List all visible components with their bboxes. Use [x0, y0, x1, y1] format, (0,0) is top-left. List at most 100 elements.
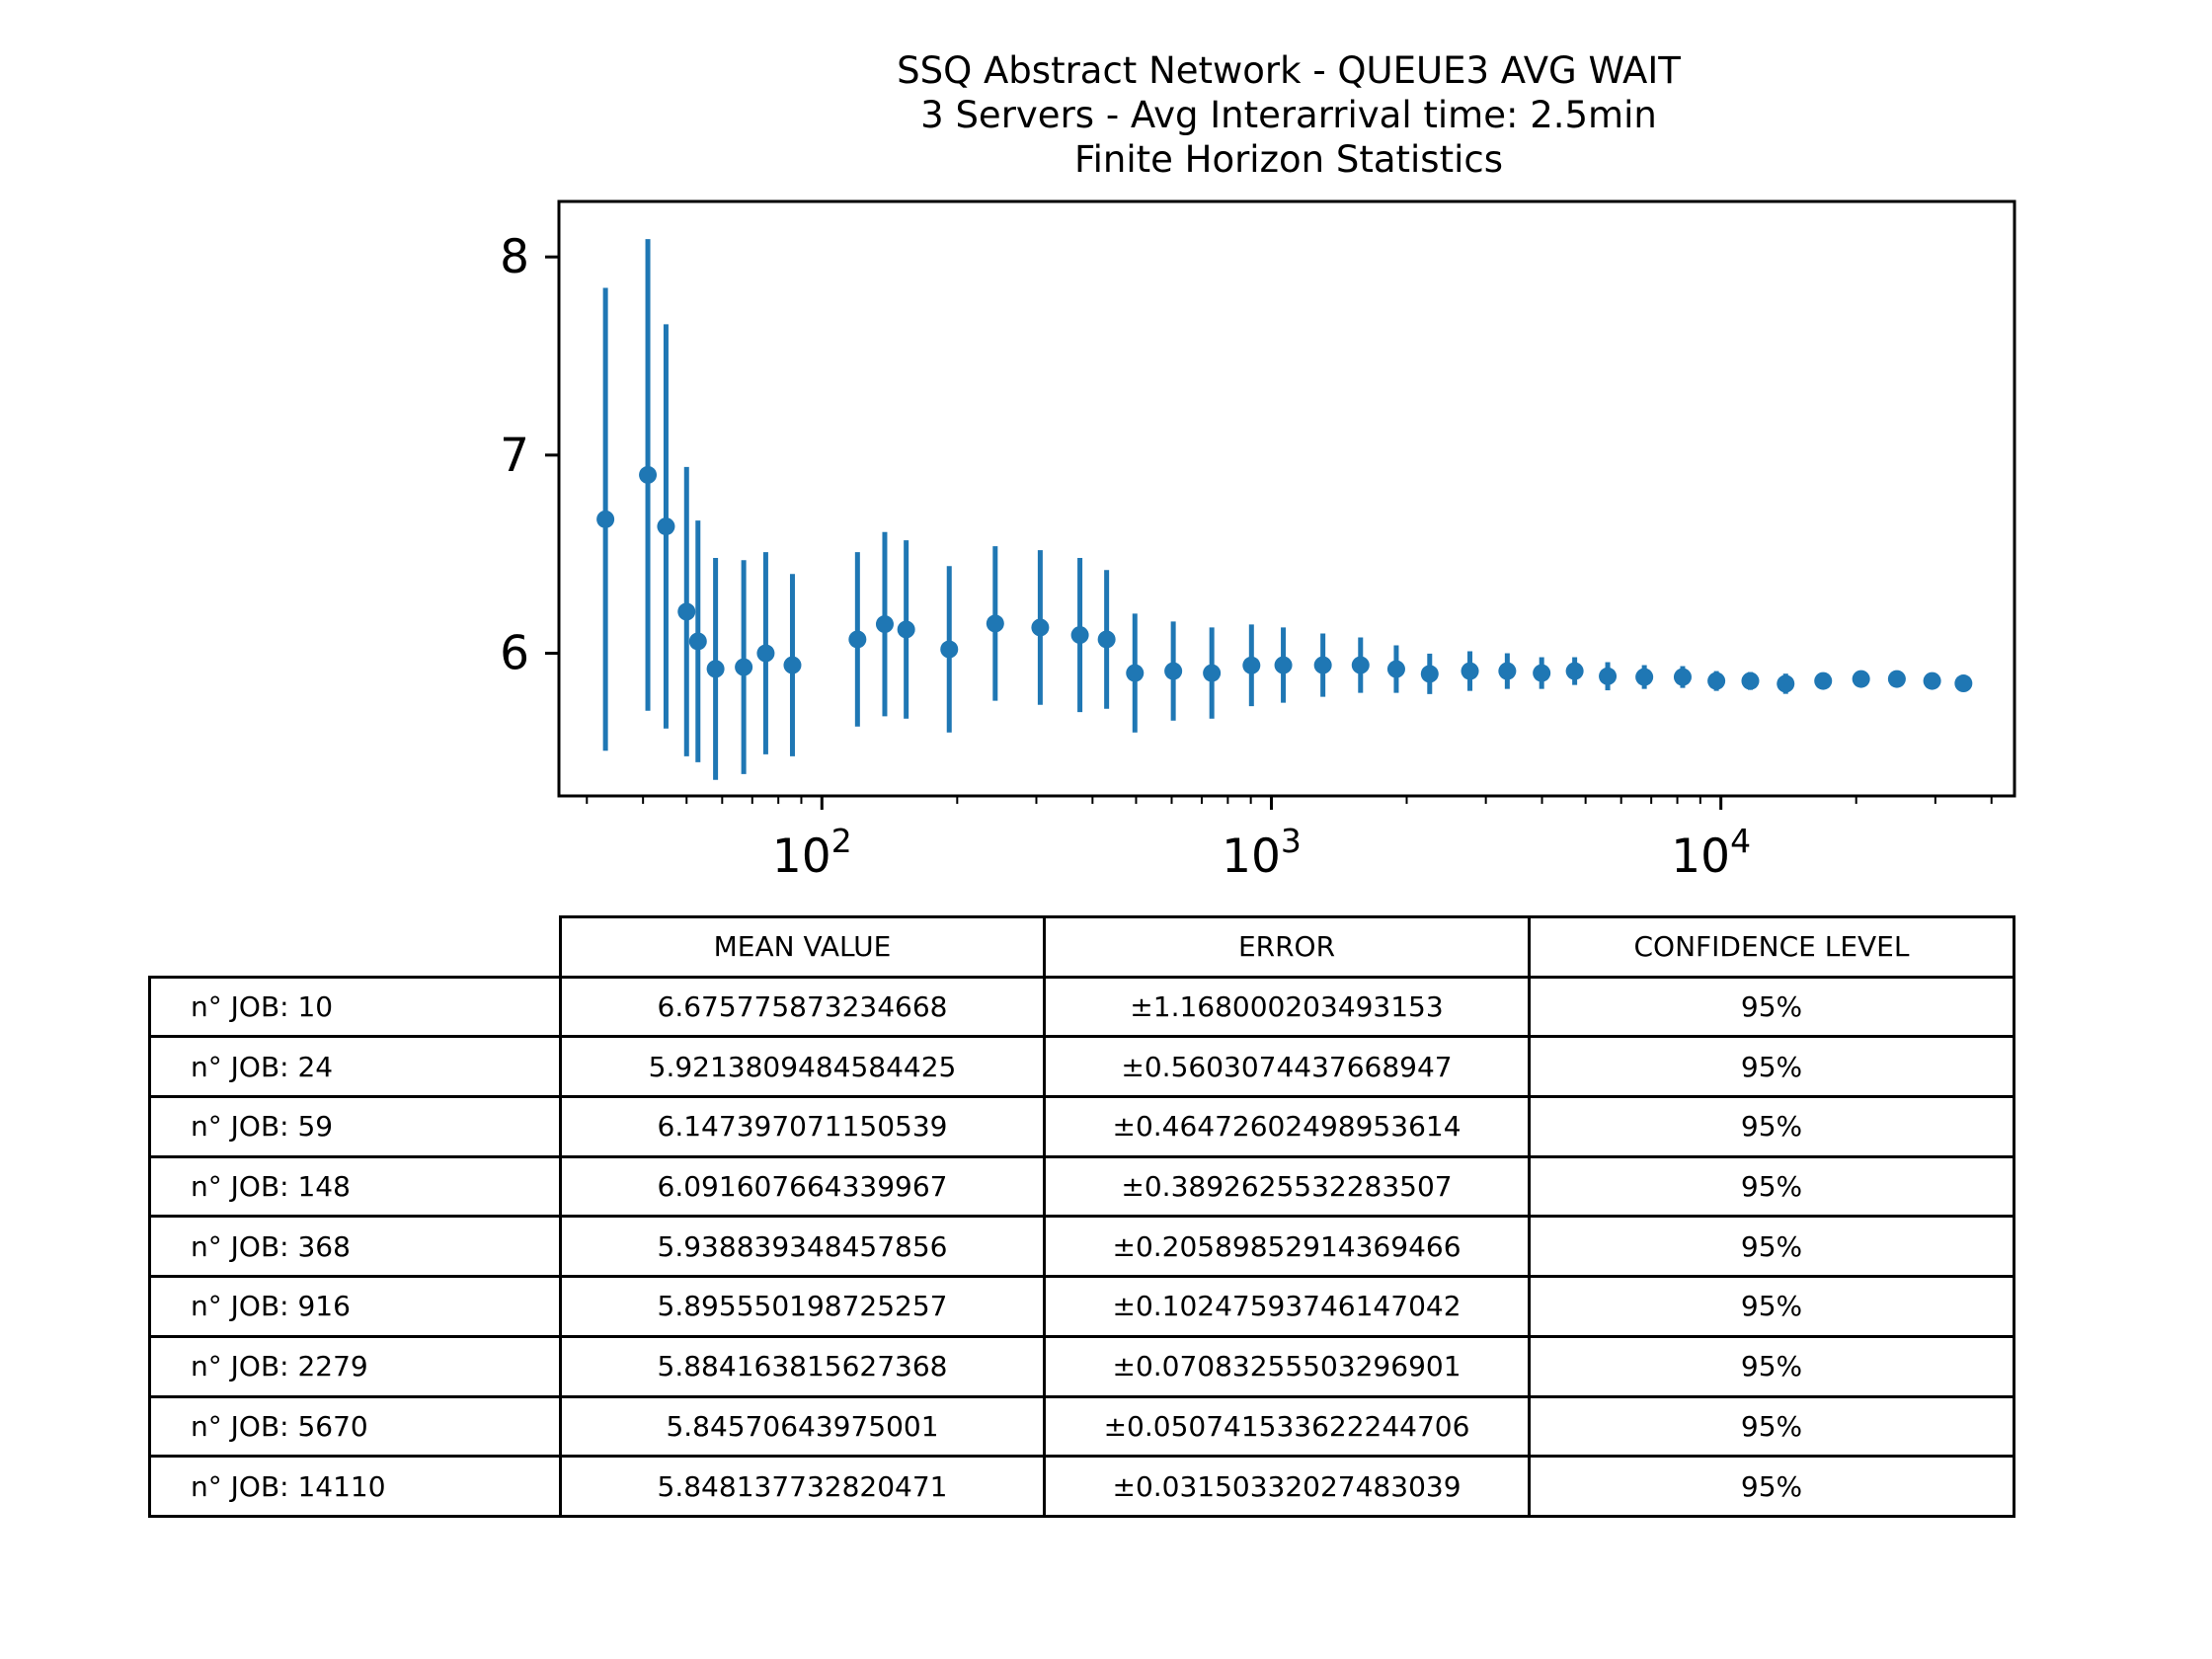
data-point — [735, 560, 753, 774]
mean-value-cell: 6.147397071150539 — [559, 1095, 1046, 1158]
data-point — [1707, 671, 1726, 691]
mean-marker — [1070, 626, 1089, 645]
mean-value-cell: 6.091607664339967 — [559, 1154, 1046, 1219]
confidence-level-cell: 95% — [1528, 975, 2015, 1039]
table-row: n° JOB: 916 5.895550198725257 ±0.102475937… — [148, 1275, 2015, 1338]
error-cell: ±0.10247593746147042 — [1043, 1275, 1531, 1338]
mean-value-cell: 5.848137732820471 — [559, 1455, 1046, 1518]
table-header-row: MEAN VALUE ERROR CONFIDENCE LEVEL — [150, 915, 2015, 979]
mean-marker — [940, 640, 959, 659]
error-cell: ±1.168000203493153 — [1043, 975, 1531, 1039]
data-point — [756, 552, 775, 754]
y-tick-label: 7 — [500, 429, 529, 483]
data-point — [1635, 665, 1654, 689]
data-point — [1351, 637, 1370, 693]
data-point — [1887, 670, 1906, 688]
confidence-level-cell: 95% — [1528, 1035, 2015, 1099]
error-cell: ±0.07083255503296901 — [1043, 1334, 1531, 1398]
mean-marker — [1242, 656, 1261, 674]
data-point — [1097, 570, 1116, 709]
error-cell: ±0.3892625532283507 — [1043, 1154, 1531, 1219]
data-point — [1673, 666, 1692, 688]
mean-marker — [1887, 670, 1906, 688]
data-point — [1461, 651, 1479, 691]
mean-marker — [1635, 668, 1654, 686]
mean-marker — [848, 630, 867, 649]
data-point — [783, 574, 802, 756]
mean-marker — [897, 620, 915, 639]
row-label-cell: n° JOB: 5670 — [148, 1394, 562, 1459]
x-tick-label: 104 — [1671, 822, 1751, 884]
x-tick-label: 102 — [772, 822, 852, 884]
mean-value-cell: 6.675775873234668 — [559, 975, 1046, 1039]
mean-marker — [1673, 668, 1692, 686]
data-point — [1814, 672, 1833, 690]
mean-marker — [1031, 618, 1050, 637]
data-point — [986, 546, 1004, 701]
mean-marker — [1923, 672, 1941, 690]
mean-marker — [783, 656, 802, 674]
confidence-level-cell: 95% — [1528, 1334, 2015, 1398]
mean-marker — [1274, 656, 1293, 674]
error-cell: ±0.20589852914369466 — [1043, 1215, 1531, 1279]
mean-marker — [735, 658, 753, 676]
row-label-cell: n° JOB: 2279 — [148, 1334, 562, 1398]
table-row: n° JOB: 59 6.147397071150539 ±0.4647260249… — [148, 1095, 2015, 1158]
data-point — [657, 324, 675, 729]
table-row: n° JOB: 368 5.938839348457856 ±0.205898529… — [148, 1215, 2015, 1279]
mean-marker — [1203, 664, 1222, 682]
mean-value-cell: 5.938839348457856 — [559, 1215, 1046, 1279]
data-point — [1565, 657, 1584, 685]
chart-title: SSQ Abstract Network - QUEUE3 AVG WAIT 3… — [897, 49, 1681, 181]
data-point — [677, 466, 696, 756]
row-label-cell: n° JOB: 916 — [148, 1275, 562, 1338]
data-point — [1498, 653, 1517, 689]
y-axis: 6 7 8 — [500, 230, 559, 681]
row-label-cell: n° JOB: 24 — [148, 1035, 562, 1099]
y-tick-label: 8 — [500, 230, 529, 284]
mean-marker — [1313, 656, 1332, 674]
confidence-level-cell: 95% — [1528, 1455, 2015, 1518]
data-point — [940, 566, 959, 733]
mean-marker — [596, 510, 615, 528]
table-row: n° JOB: 5670 5.84570643975001 ±0.050741533… — [148, 1394, 2015, 1459]
row-label-cell: n° JOB: 368 — [148, 1215, 562, 1279]
mean-value-cell: 5.84570643975001 — [559, 1394, 1046, 1459]
y-tick-label: 6 — [500, 627, 529, 681]
header-mean-value: MEAN VALUE — [559, 915, 1046, 979]
data-point — [1852, 670, 1870, 688]
confidence-level-cell: 95% — [1528, 1275, 2015, 1338]
data-point — [1923, 672, 1941, 690]
data-point — [848, 552, 867, 727]
mean-marker — [688, 632, 707, 651]
data-point — [596, 287, 615, 751]
data-point — [1954, 674, 1973, 693]
mean-marker — [1599, 667, 1618, 685]
mean-marker — [639, 465, 658, 484]
mean-marker — [1777, 674, 1795, 693]
data-point — [1070, 557, 1089, 713]
mean-marker — [1565, 662, 1584, 680]
error-bar-series — [596, 239, 1973, 780]
mean-marker — [1741, 672, 1760, 690]
mean-marker — [1420, 665, 1439, 683]
chart-title-line-2: 3 Servers - Avg Interarrival time: 2.5mi… — [920, 94, 1657, 136]
confidence-level-cell: 95% — [1528, 1394, 2015, 1459]
data-point — [1420, 653, 1439, 694]
mean-value-cell: 5.884163815627368 — [559, 1334, 1046, 1398]
row-label-cell: n° JOB: 148 — [148, 1154, 562, 1219]
mean-marker — [1533, 664, 1551, 682]
data-point — [1386, 645, 1405, 693]
mean-marker — [756, 644, 775, 663]
mean-marker — [706, 660, 725, 678]
error-cell: ±0.46472602498953614 — [1043, 1095, 1531, 1158]
data-point — [1533, 657, 1551, 689]
data-point — [688, 520, 707, 762]
data-point — [1242, 624, 1261, 707]
table-row: n° JOB: 2279 5.884163815627368 ±0.07083255… — [148, 1334, 2015, 1398]
table-corner-cell — [150, 917, 561, 978]
data-point — [1599, 662, 1618, 691]
data-point — [639, 239, 658, 711]
mean-marker — [1707, 672, 1726, 690]
